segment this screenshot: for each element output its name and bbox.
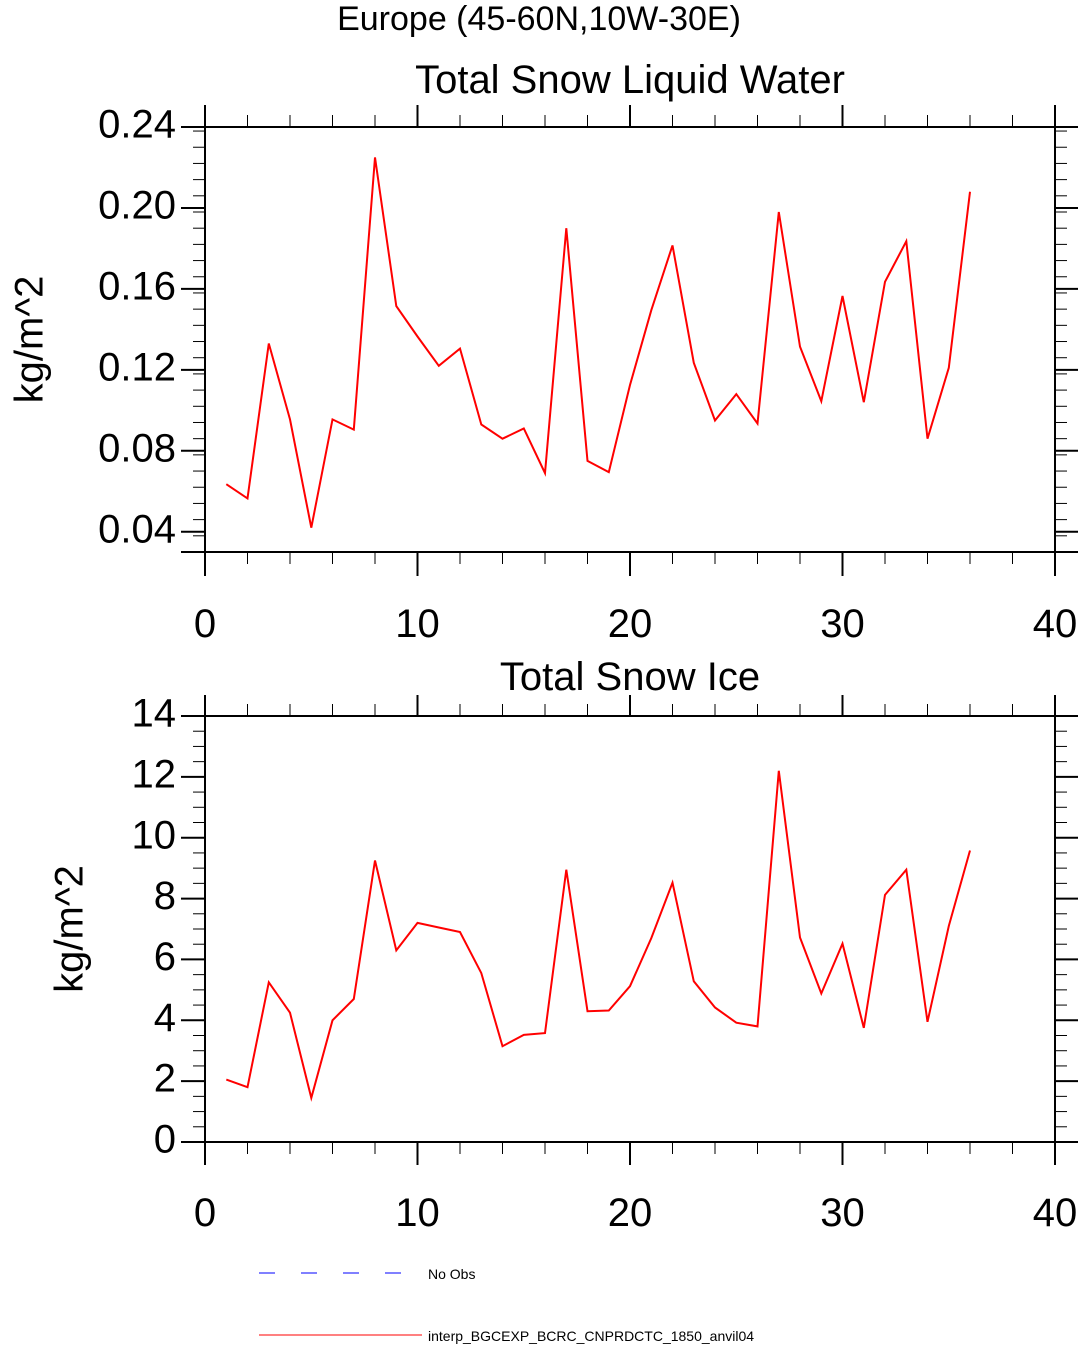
chart-panel-snow-ice: Total Snow Ice kg/m^2 0 10 20 30 40 0 2 4 6 8 10 12 14 [48,655,1078,1235]
legend: No Obs interp_BGCEXP_BCRC_CNPRDCTC_1850_… [259,1266,754,1344]
y-tick-label: 14 [132,692,177,736]
x-tick-label: 20 [608,602,653,646]
x-tick-label: 40 [1033,602,1078,646]
x-tick-label: 40 [1033,1191,1078,1235]
y-tick-label: 6 [154,935,176,979]
y-tick-label: 0.04 [98,507,176,551]
x-tick-label: 30 [820,602,865,646]
series-line [225,770,971,1102]
y-tick-label: 12 [132,752,177,796]
x-tick-label: 10 [395,602,440,646]
y-tick-label: 4 [154,996,176,1040]
y-tick-label: 0.08 [98,426,176,470]
y-tick-label: 2 [154,1057,176,1101]
y-tick-label: 0.16 [98,264,176,308]
y-tick-label: 0.20 [98,184,176,228]
x-tick-label: 30 [820,1191,865,1235]
chart-title: Total Snow Liquid Water [415,58,845,102]
y-tick-label: 0 [154,1118,176,1162]
page-title: Europe (45-60N,10W-30E) [337,0,741,38]
x-tick-label: 0 [194,602,216,646]
legend-label-model: interp_BGCEXP_BCRC_CNPRDCTC_1850_anvil04 [428,1328,754,1344]
y-tick-label: 10 [132,813,177,857]
y-axis-label: kg/m^2 [8,276,52,404]
series-line [225,157,971,528]
y-tick-label: 0.12 [98,345,176,389]
chart-title: Total Snow Ice [500,655,760,699]
y-tick-label: 8 [154,874,176,918]
y-axis-label: kg/m^2 [48,865,92,993]
legend-label-no-obs: No Obs [428,1266,475,1282]
chart-panel-snow-liquid-water: Total Snow Liquid Water kg/m^2 0 10 20 30 40 0.… [8,58,1078,646]
x-tick-label: 0 [194,1191,216,1235]
y-tick-label: 0.24 [98,103,176,147]
x-tick-label: 20 [608,1191,653,1235]
x-tick-label: 10 [395,1191,440,1235]
